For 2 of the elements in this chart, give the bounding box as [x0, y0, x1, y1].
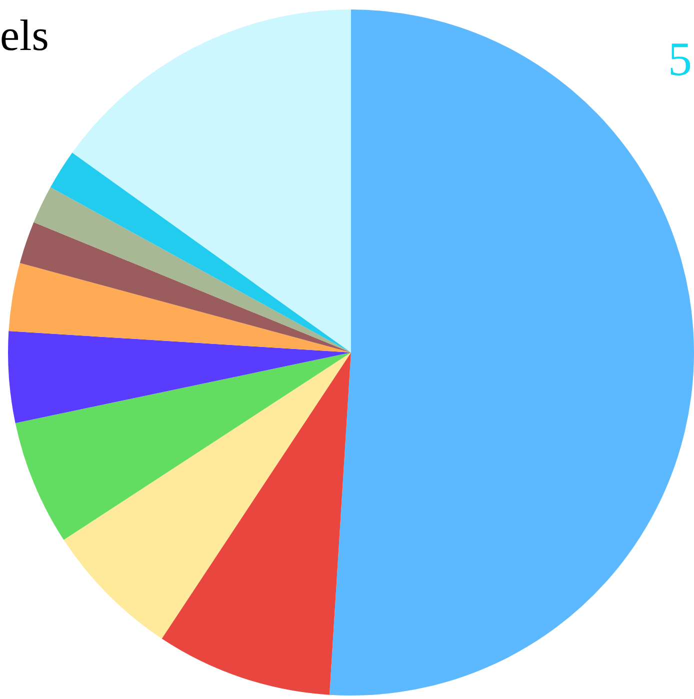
chart-title: els [0, 11, 49, 60]
text: 5 [668, 33, 692, 86]
